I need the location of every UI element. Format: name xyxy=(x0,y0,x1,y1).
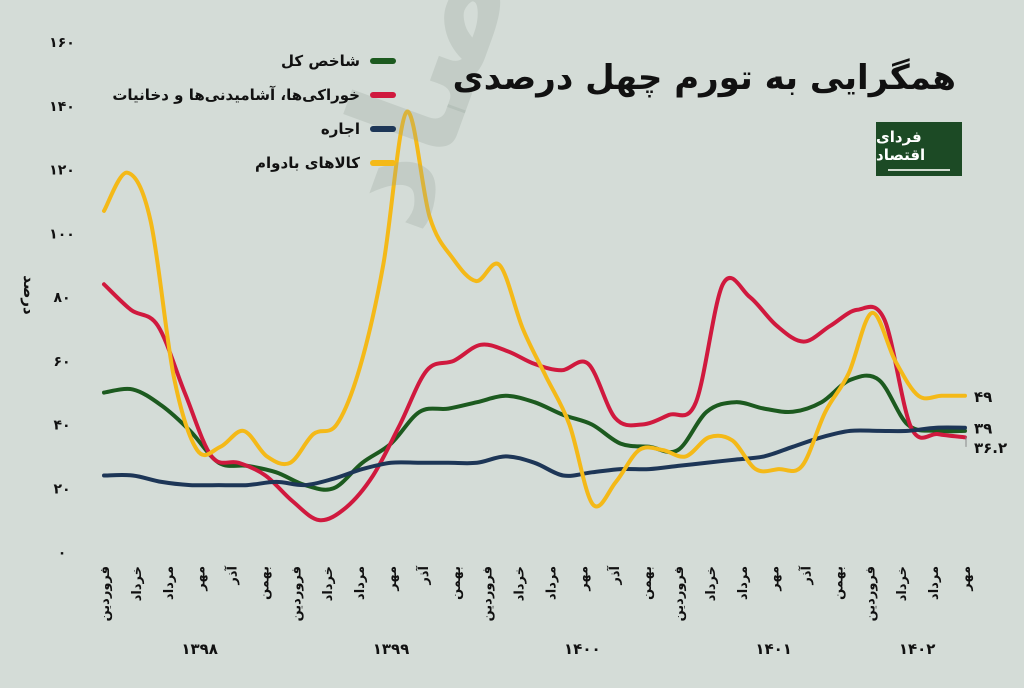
year-label: ۱۴۰۱ xyxy=(755,640,792,658)
x-tick-label: فروردین xyxy=(289,566,304,621)
series-line xyxy=(102,425,967,488)
x-tick-label: مهر xyxy=(194,566,209,592)
chart-title: همگرایی به تورم چهل درصدی xyxy=(452,58,956,98)
year-label: ۱۴۰۰ xyxy=(564,640,601,658)
year-label: ۱۳۹۹ xyxy=(373,640,410,658)
x-tick-label: مهر xyxy=(385,566,400,592)
x-tick-label: مرداد xyxy=(162,566,177,600)
x-tick-label: مرداد xyxy=(544,566,559,600)
x-tick-label: آذر xyxy=(415,565,432,585)
legend-swatch xyxy=(370,92,396,98)
logo-text: فردای اقتصاد xyxy=(876,127,926,164)
y-tick-label: ۱۲۰ xyxy=(49,163,75,179)
legend-label: اجاره xyxy=(320,120,360,138)
x-tick-label: خرداد xyxy=(130,566,145,601)
brand-logo: فردای اقتصاد xyxy=(876,122,962,176)
y-tick-label: ۰ xyxy=(58,545,67,561)
x-tick-label: فروردین xyxy=(481,566,496,621)
y-tick-label: ۱۴۰ xyxy=(49,99,75,115)
end-value-label: ۴۹ xyxy=(974,388,992,406)
x-tick-label: خرداد xyxy=(895,566,910,601)
x-tick-label: خرداد xyxy=(321,566,336,601)
x-tick-label: فروردین xyxy=(98,566,113,621)
y-tick-label: ۸۰ xyxy=(53,290,70,306)
x-tick-label: بهمن xyxy=(449,566,464,600)
series-line xyxy=(102,110,967,509)
year-label: ۱۳۹۸ xyxy=(181,640,218,658)
end-value-label: ۳۹ xyxy=(974,420,992,438)
y-tick-label: ۴۰ xyxy=(53,418,70,434)
legend-item: کالاهای بادوام xyxy=(112,146,396,180)
x-tick-label: مهر xyxy=(768,566,783,592)
x-tick-label: بهمن xyxy=(640,566,655,600)
x-tick-label: فروردین xyxy=(863,566,878,621)
legend-label: کالاهای بادوام xyxy=(255,154,360,172)
end-value-label: ۳۶.۲ xyxy=(974,439,1007,457)
legend-label: خوراکی‌ها، آشامیدنی‌ها و دخانیات xyxy=(112,86,360,104)
x-tick-label: بهمن xyxy=(831,566,846,600)
legend-swatch xyxy=(370,160,396,166)
x-tick-label: مهر xyxy=(959,566,974,592)
x-tick-label: آذر xyxy=(606,565,623,585)
x-tick-label: خرداد xyxy=(704,566,719,601)
y-tick-label: ۱۰۰ xyxy=(49,226,75,242)
legend-item: شاخص کل xyxy=(112,44,396,78)
x-tick-label: مرداد xyxy=(736,566,751,600)
legend-item: اجاره xyxy=(112,112,396,146)
legend-label: شاخص کل xyxy=(281,52,360,70)
x-tick-label: فروردین xyxy=(672,566,687,621)
year-label: ۱۴۰۲ xyxy=(899,640,936,658)
y-tick-label: ۱۶۰ xyxy=(49,35,75,51)
logo-underline xyxy=(888,168,950,171)
legend-swatch xyxy=(370,126,396,132)
x-tick-label: آذر xyxy=(224,565,241,585)
legend-swatch xyxy=(370,58,396,64)
x-tick-label: مرداد xyxy=(927,566,942,600)
x-tick-label: خرداد xyxy=(513,566,528,601)
x-tick-label: بهمن xyxy=(257,566,272,600)
x-tick-label: مرداد xyxy=(353,566,368,600)
y-tick-label: ۶۰ xyxy=(53,354,70,370)
y-axis-label: درصد xyxy=(20,275,38,315)
y-tick-label: ۲۰ xyxy=(53,481,70,497)
legend-item: خوراکی‌ها، آشامیدنی‌ها و دخانیات xyxy=(112,78,396,112)
legend: شاخص کل خوراکی‌ها، آشامیدنی‌ها و دخانیات… xyxy=(112,44,396,180)
x-tick-label: آذر xyxy=(798,565,815,585)
x-tick-label: مهر xyxy=(576,566,591,592)
